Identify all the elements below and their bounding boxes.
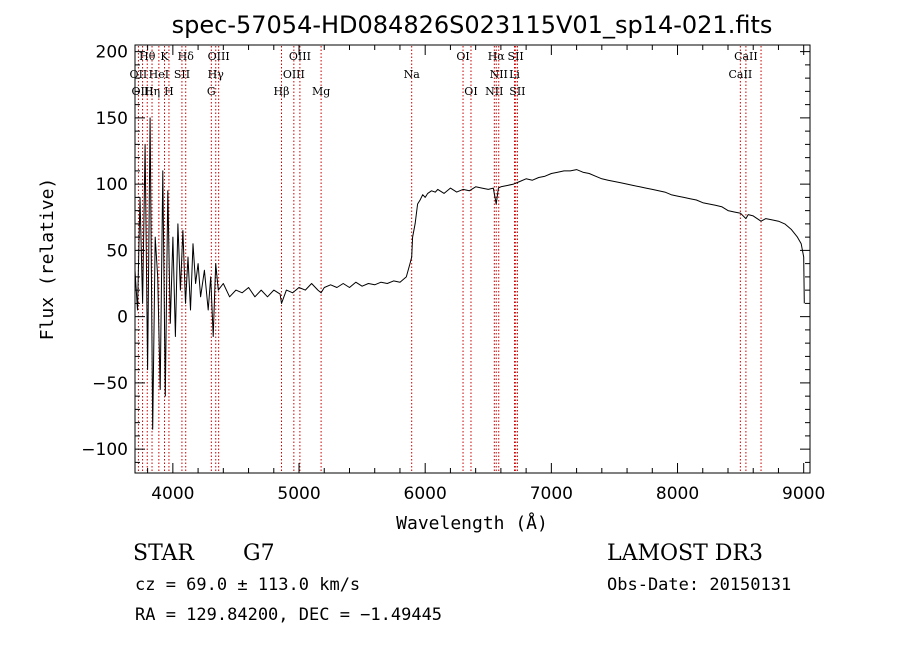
line-marker-label: CaII — [749, 0, 773, 3]
x-tick-label: 4000 — [151, 484, 194, 504]
x-tick-label: 9000 — [782, 484, 825, 504]
obs-date: Obs-Date: 20150131 — [607, 575, 791, 595]
x-tick-label: 7000 — [530, 484, 573, 504]
x-axis-label: Wavelength (Å) — [396, 512, 548, 534]
y-tick-label: 150 — [96, 109, 128, 129]
y-axis: −100 −50 0 50 100 150 200 — [81, 43, 810, 463]
x-tick-label: 5000 — [277, 484, 320, 504]
y-axis-label: Flux (relative) — [37, 178, 58, 341]
line-marker-label: K — [160, 50, 169, 63]
line-marker-label: Mg — [312, 85, 330, 98]
y-tick-label: 200 — [96, 43, 128, 63]
line-marker-label: OIII — [283, 68, 305, 81]
line-marker-label: OIII — [289, 50, 311, 63]
spectrum-series-line — [134, 117, 805, 430]
y-tick-label: 100 — [96, 175, 128, 195]
line-marker-group — [137, 46, 762, 472]
line-marker-label: Na — [404, 68, 421, 81]
line-marker-label: HeI — [149, 68, 169, 81]
line-marker-label: Hα — [488, 50, 506, 63]
line-marker-label: OI — [456, 50, 469, 63]
line-marker-label: OI — [464, 85, 477, 98]
line-marker-label: SII — [509, 85, 525, 98]
y-tick-label: −100 — [81, 440, 128, 460]
line-marker-label: OII — [130, 68, 148, 81]
line-marker-label: H — [164, 85, 174, 98]
object-subclass: G7 — [243, 541, 275, 566]
line-marker-label: OIII — [208, 50, 230, 63]
redshift-cz: cz = 69.0 ± 113.0 km/s — [135, 575, 360, 595]
line-marker-label: Hη — [144, 85, 160, 98]
y-tick-label: −50 — [92, 374, 128, 394]
plot-frame — [134, 44, 811, 474]
line-marker-label: Hβ — [274, 85, 290, 98]
line-marker-label: CaII — [734, 50, 758, 63]
line-marker-label: Hθ — [139, 50, 156, 63]
line-marker-label: Li — [509, 68, 520, 81]
x-tick-label: 6000 — [404, 484, 447, 504]
line-marker-label: G — [207, 85, 216, 98]
y-tick-label: 0 — [117, 308, 128, 328]
line-marker-label: SII — [174, 68, 190, 81]
line-marker-label: Hδ — [178, 50, 195, 63]
object-type: STAR — [133, 541, 195, 566]
line-marker-label: NII — [490, 68, 508, 81]
line-marker-label: NII — [485, 85, 503, 98]
x-tick-label: 8000 — [656, 484, 699, 504]
line-marker-label: CaII — [729, 68, 753, 81]
y-tick-label: 50 — [106, 241, 128, 261]
line-marker-label: SII — [508, 50, 524, 63]
line-marker-label: Hγ — [208, 68, 225, 81]
survey-name: LAMOST DR3 — [607, 541, 763, 566]
chart-title: spec-57054-HD084826S023115V01_sp14-021.f… — [172, 11, 773, 39]
line-marker-label: OIII — [132, 85, 154, 98]
x-axis: 4000 5000 6000 7000 8000 9000 — [147, 45, 825, 504]
ra-dec: RA = 129.84200, DEC = −1.49445 — [135, 605, 442, 625]
